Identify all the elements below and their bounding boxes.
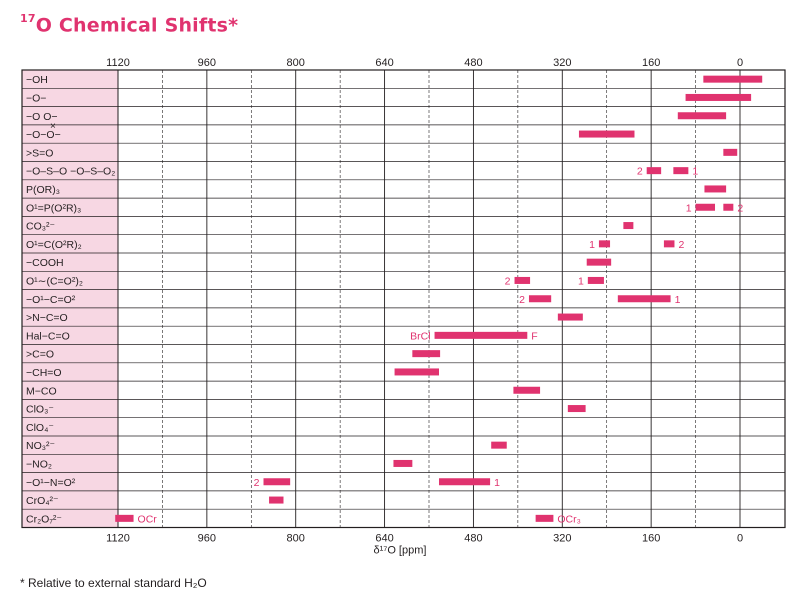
x-axis-label: δ¹⁷O [ppm] bbox=[374, 545, 427, 557]
range-bar bbox=[115, 514, 134, 522]
range-bar bbox=[703, 75, 763, 83]
row-label: −COOH bbox=[26, 257, 64, 269]
row-label: O¹=P(O²R)₃ bbox=[26, 202, 81, 214]
row-label: −OH bbox=[26, 74, 48, 86]
range-bar bbox=[578, 130, 635, 138]
bar-note: F bbox=[531, 330, 537, 342]
row-label: O¹∼(C=O²)₂ bbox=[26, 275, 83, 287]
range-bar bbox=[673, 167, 689, 175]
row-sublabel: × bbox=[50, 121, 56, 132]
row-label: Cr₂O₇²⁻ bbox=[26, 513, 62, 525]
row-label: CrO₄²⁻ bbox=[26, 495, 59, 507]
x-tick-label-bottom: 480 bbox=[464, 533, 482, 545]
x-tick-label-top: 960 bbox=[198, 57, 216, 69]
bar-note: OCr bbox=[138, 513, 158, 525]
x-tick-label-bottom: 320 bbox=[553, 533, 571, 545]
x-tick-label-top: 0 bbox=[737, 57, 743, 69]
row-label: −O− bbox=[26, 92, 46, 104]
row-label: Hal−C=O bbox=[26, 330, 70, 342]
bar-note: 2 bbox=[505, 275, 511, 287]
row-label: −O¹−C=O² bbox=[26, 294, 76, 306]
range-bar bbox=[434, 331, 528, 339]
range-bar bbox=[491, 441, 507, 449]
range-bar bbox=[535, 514, 554, 522]
bar-note: 2 bbox=[737, 202, 743, 214]
x-tick-label-bottom: 160 bbox=[642, 533, 660, 545]
footnote: * Relative to external standard H₂O bbox=[20, 576, 207, 590]
x-tick-label-bottom: 1120 bbox=[106, 533, 130, 545]
chart-title: 17O Chemical Shifts* bbox=[20, 12, 239, 37]
range-bar bbox=[685, 93, 752, 101]
x-tick-label-bottom: 0 bbox=[737, 533, 743, 545]
range-bar bbox=[394, 368, 439, 376]
row-label: >N−C=O bbox=[26, 312, 68, 324]
range-bar bbox=[393, 459, 413, 467]
bar-note: 2 bbox=[254, 477, 260, 489]
range-bar bbox=[677, 112, 727, 120]
range-bar bbox=[269, 496, 284, 504]
x-tick-label-top: 1120 bbox=[106, 57, 130, 69]
title-text: O Chemical Shifts* bbox=[35, 14, 239, 37]
x-tick-label-top: 800 bbox=[287, 57, 305, 69]
row-label: NO₃²⁻ bbox=[26, 440, 56, 452]
range-bar bbox=[586, 258, 612, 266]
row-label: M−CO bbox=[26, 385, 57, 397]
bar-note: 1 bbox=[494, 477, 500, 489]
range-bar bbox=[723, 203, 734, 211]
range-bar bbox=[438, 478, 491, 486]
range-bar bbox=[704, 185, 727, 193]
row-label: >S=O bbox=[26, 147, 53, 159]
range-bar bbox=[514, 276, 531, 284]
range-bar bbox=[646, 167, 662, 175]
bar-note: OCr₃ bbox=[557, 513, 581, 525]
bar-note: 1 bbox=[578, 275, 584, 287]
row-label: ClO₄⁻ bbox=[26, 422, 54, 434]
bar-note: 1 bbox=[675, 294, 681, 306]
bar-note: 1 bbox=[692, 166, 698, 178]
bar-note: 2 bbox=[637, 166, 643, 178]
x-tick-label-top: 640 bbox=[375, 57, 393, 69]
range-bar bbox=[617, 295, 671, 303]
x-tick-label-top: 160 bbox=[642, 57, 660, 69]
range-bar bbox=[695, 203, 716, 211]
highlight-region bbox=[22, 70, 118, 528]
range-bar bbox=[528, 295, 552, 303]
row-label: P(OR)₃ bbox=[26, 184, 60, 196]
range-bar bbox=[412, 350, 441, 358]
row-label: −O−O− bbox=[26, 129, 61, 141]
row-label: CO₃²⁻ bbox=[26, 221, 56, 233]
title-superscript: 17 bbox=[20, 12, 36, 25]
row-label: O¹=C(O²R)₂ bbox=[26, 239, 82, 251]
bar-note: 1 bbox=[589, 239, 595, 251]
x-tick-label-bottom: 960 bbox=[198, 533, 216, 545]
range-bar bbox=[723, 148, 738, 156]
row-label: −O¹−N=O² bbox=[26, 477, 76, 489]
row-label: ClO₃⁻ bbox=[26, 404, 54, 416]
x-tick-label-bottom: 640 bbox=[375, 533, 393, 545]
range-bar bbox=[663, 240, 675, 248]
x-tick-label-top: 480 bbox=[464, 57, 482, 69]
row-label: −O–S–O −O–S–O₂ bbox=[26, 166, 115, 178]
bar-note: 1 bbox=[686, 202, 692, 214]
x-tick-label-top: 320 bbox=[553, 57, 571, 69]
range-bar bbox=[598, 240, 611, 248]
row-label: −CH=O bbox=[26, 367, 62, 379]
range-bar bbox=[557, 313, 583, 321]
range-bar bbox=[623, 222, 634, 230]
bar-note: BrCl bbox=[410, 330, 430, 342]
range-bar bbox=[587, 276, 604, 284]
range-bar bbox=[513, 386, 541, 394]
row-label: >C=O bbox=[26, 349, 54, 361]
x-tick-label-bottom: 800 bbox=[287, 533, 305, 545]
bar-note: 2 bbox=[519, 294, 525, 306]
row-label: −O O− bbox=[26, 111, 58, 123]
range-bar bbox=[263, 478, 291, 486]
plot-frame bbox=[21, 69, 786, 529]
range-bar bbox=[567, 405, 586, 413]
bar-note: 2 bbox=[678, 239, 684, 251]
row-label: −NO₂ bbox=[26, 458, 52, 470]
